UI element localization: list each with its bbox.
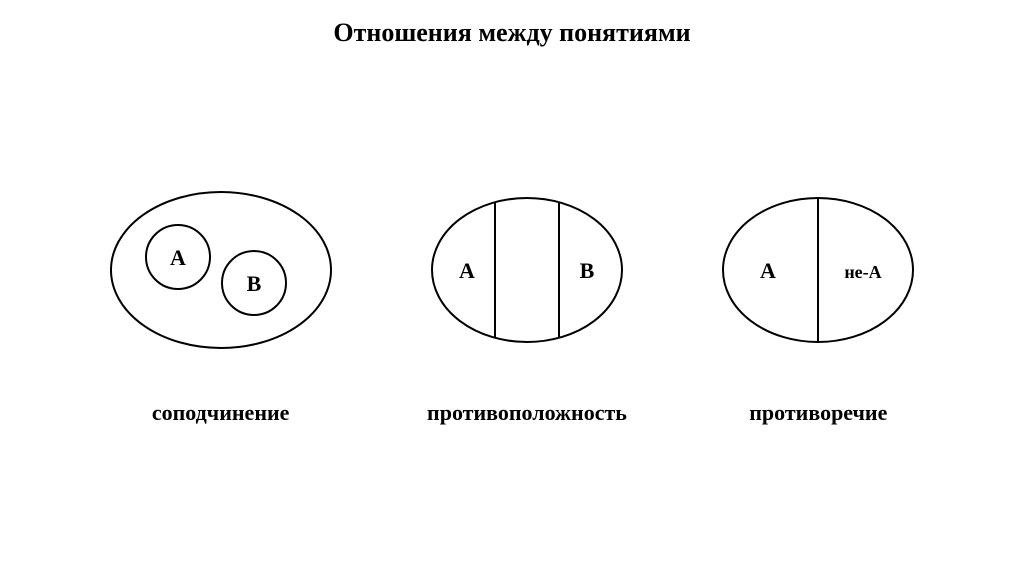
label-a-1: А — [170, 245, 186, 270]
label-b-2: В — [580, 258, 595, 283]
label-a-2: А — [459, 258, 475, 283]
label-nota-3: не-А — [845, 262, 882, 282]
label-a-3: А — [760, 258, 776, 283]
diagram-contradiction: А не-А противоречие — [718, 170, 918, 426]
caption-1: соподчинение — [152, 400, 290, 426]
contradiction-svg: А не-А — [718, 190, 918, 350]
page-title: Отношения между понятиями — [0, 18, 1024, 48]
diagram-container: А В соподчинение А В противоположность — [0, 170, 1024, 426]
diagram-contrariety: А В противоположность — [427, 170, 627, 426]
caption-3: противоречие — [749, 400, 887, 426]
caption-2: противоположность — [427, 400, 627, 426]
diagram-subordination: А В соподчинение — [106, 170, 336, 426]
outer-ellipse-1 — [111, 192, 331, 348]
subordination-svg: А В — [106, 185, 336, 355]
contrariety-svg: А В — [427, 190, 627, 350]
label-b-1: В — [246, 271, 261, 296]
